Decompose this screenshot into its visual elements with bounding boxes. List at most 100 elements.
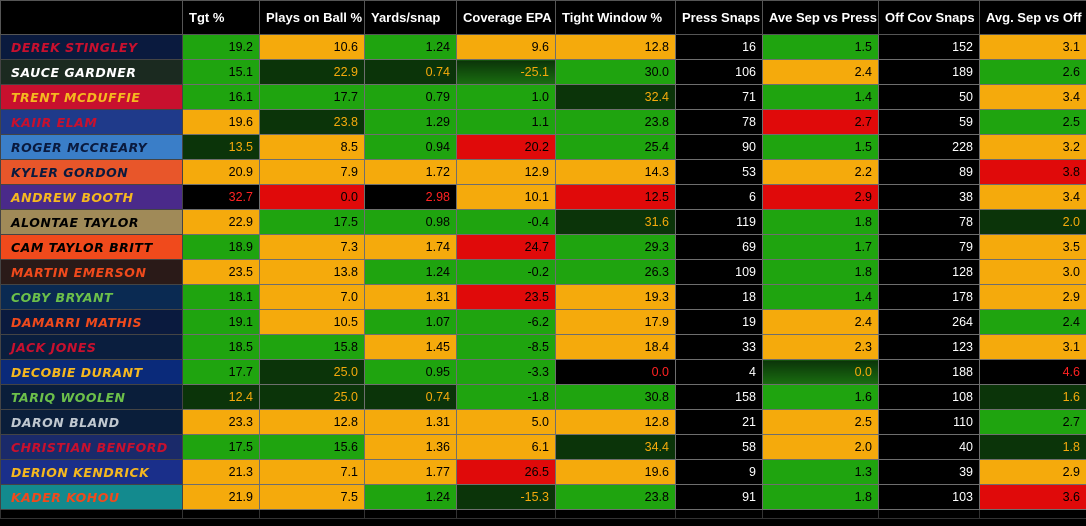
stat-cell: 13.5 <box>182 134 260 160</box>
table-row: SAUCE GARDNER 15.1 22.9 0.74 -25.1 30.0 106 2.4… <box>0 59 1086 85</box>
stat-cell: 1.24 <box>364 259 457 285</box>
stat-cell: 10.6 <box>259 34 365 60</box>
stat-cell: 7.5 <box>259 484 365 510</box>
stat-cell: 152 <box>878 34 980 60</box>
stat-cell: 2.9 <box>762 184 879 210</box>
stat-cell: 12.9 <box>456 159 556 185</box>
stat-cell: 2.0 <box>979 209 1086 235</box>
stat-cell: 1.74 <box>364 234 457 260</box>
stat-cell: 4 <box>675 359 763 385</box>
stat-cell: 2.4 <box>762 59 879 85</box>
stat-cell: 9.6 <box>456 34 556 60</box>
player-name: CAM TAYLOR BRITT <box>0 234 183 260</box>
stat-cell: 1.8 <box>762 484 879 510</box>
player-name: KYLER GORDON <box>0 159 183 185</box>
stat-cell: 12.8 <box>555 34 676 60</box>
stat-cell: 12.8 <box>259 409 365 435</box>
stat-cell: 3.2 <box>979 134 1086 160</box>
header-row: Tgt % Plays on Ball % Yards/snap Coverage E… <box>0 0 1086 35</box>
stat-cell: 39 <box>878 459 980 485</box>
stat-cell: 19.2 <box>182 34 260 60</box>
stat-cell: 1.31 <box>364 284 457 310</box>
table-row: CHRISTIAN BENFORD 17.5 15.6 1.36 6.1 34.4 58 2.… <box>0 434 1086 460</box>
stat-cell: 38 <box>878 184 980 210</box>
empty-cell <box>878 509 980 519</box>
stat-cell: 16.1 <box>182 84 260 110</box>
stat-cell: 20.2 <box>456 134 556 160</box>
stat-cell: 3.5 <box>979 234 1086 260</box>
stat-cell: 2.9 <box>979 459 1086 485</box>
stat-cell: 79 <box>878 234 980 260</box>
stat-cell: 23.8 <box>555 484 676 510</box>
stat-cell: 2.9 <box>979 284 1086 310</box>
table-row: CAM TAYLOR BRITT 18.9 7.3 1.74 24.7 29.3 69 1.7… <box>0 234 1086 260</box>
table-row: KAIIR ELAM 19.6 23.8 1.29 1.1 23.8 78 2.7 59 2.5 <box>0 109 1086 135</box>
stat-cell: -8.5 <box>456 334 556 360</box>
player-name: TARIQ WOOLEN <box>0 384 183 410</box>
stat-cell: 23.8 <box>555 109 676 135</box>
stat-cell: 1.29 <box>364 109 457 135</box>
stat-cell: 12.4 <box>182 384 260 410</box>
stat-cell: 1.24 <box>364 484 457 510</box>
stat-cell: 8.5 <box>259 134 365 160</box>
empty-cell <box>364 509 457 519</box>
column-header: Plays on Ball % <box>259 0 365 35</box>
stat-cell: 2.6 <box>979 59 1086 85</box>
header-player <box>0 0 183 35</box>
stat-cell: 19 <box>675 309 763 335</box>
stat-cell: 1.07 <box>364 309 457 335</box>
player-name: JACK JONES <box>0 334 183 360</box>
player-name: ANDREW BOOTH <box>0 184 183 210</box>
stat-cell: 1.1 <box>456 109 556 135</box>
stat-cell: 7.9 <box>259 159 365 185</box>
player-name: SAUCE GARDNER <box>0 59 183 85</box>
stat-cell: 78 <box>675 109 763 135</box>
table-row: KADER KOHOU 21.9 7.5 1.24 -15.3 23.8 91 1.8 103 3… <box>0 484 1086 510</box>
stat-cell: 30.0 <box>555 59 676 85</box>
stat-cell: 3.1 <box>979 34 1086 60</box>
column-header: Avg. Sep vs Off <box>979 0 1086 35</box>
table-row: KYLER GORDON 20.9 7.9 1.72 12.9 14.3 53 2.2 89 3.… <box>0 159 1086 185</box>
stat-cell: 18.5 <box>182 334 260 360</box>
stat-cell: 1.5 <box>762 134 879 160</box>
player-name: ALONTAE TAYLOR <box>0 209 183 235</box>
stat-cell: 17.5 <box>259 209 365 235</box>
stat-cell: 178 <box>878 284 980 310</box>
stat-cell: 1.72 <box>364 159 457 185</box>
player-name: KADER KOHOU <box>0 484 183 510</box>
stat-cell: 1.31 <box>364 409 457 435</box>
stat-cell: 33 <box>675 334 763 360</box>
stat-cell: 1.24 <box>364 34 457 60</box>
stat-cell: 90 <box>675 134 763 160</box>
stat-cell: 1.4 <box>762 284 879 310</box>
stat-cell: 110 <box>878 409 980 435</box>
stat-cell: 7.1 <box>259 459 365 485</box>
column-header: Tgt % <box>182 0 260 35</box>
stat-cell: 0.0 <box>259 184 365 210</box>
stat-cell: 23.3 <box>182 409 260 435</box>
table-row: DAMARRI MATHIS 19.1 10.5 1.07 -6.2 17.9 19 2.4 2… <box>0 309 1086 335</box>
table-row: DERION KENDRICK 21.3 7.1 1.77 26.5 19.6 9 1.3 39… <box>0 459 1086 485</box>
stat-cell: 23.5 <box>456 284 556 310</box>
stat-cell: 32.7 <box>182 184 260 210</box>
stat-cell: 15.1 <box>182 59 260 85</box>
stat-cell: 10.1 <box>456 184 556 210</box>
stat-cell: 1.6 <box>762 384 879 410</box>
column-header: Press Snaps <box>675 0 763 35</box>
column-header: Coverage EPA <box>456 0 556 35</box>
stat-cell: 17.9 <box>555 309 676 335</box>
empty-cell <box>555 509 676 519</box>
stat-cell: 189 <box>878 59 980 85</box>
stat-cell: 25.4 <box>555 134 676 160</box>
stat-cell: 18.1 <box>182 284 260 310</box>
empty-cell <box>456 509 556 519</box>
stat-cell: 1.8 <box>979 434 1086 460</box>
stat-cell: 128 <box>878 259 980 285</box>
player-name: MARTIN EMERSON <box>0 259 183 285</box>
stat-cell: 1.45 <box>364 334 457 360</box>
stat-cell: 2.5 <box>762 409 879 435</box>
stat-cell: 119 <box>675 209 763 235</box>
table-body: DEREK STINGLEY 19.2 10.6 1.24 9.6 12.8 16 1.5 15… <box>0 34 1086 519</box>
stat-cell: 89 <box>878 159 980 185</box>
